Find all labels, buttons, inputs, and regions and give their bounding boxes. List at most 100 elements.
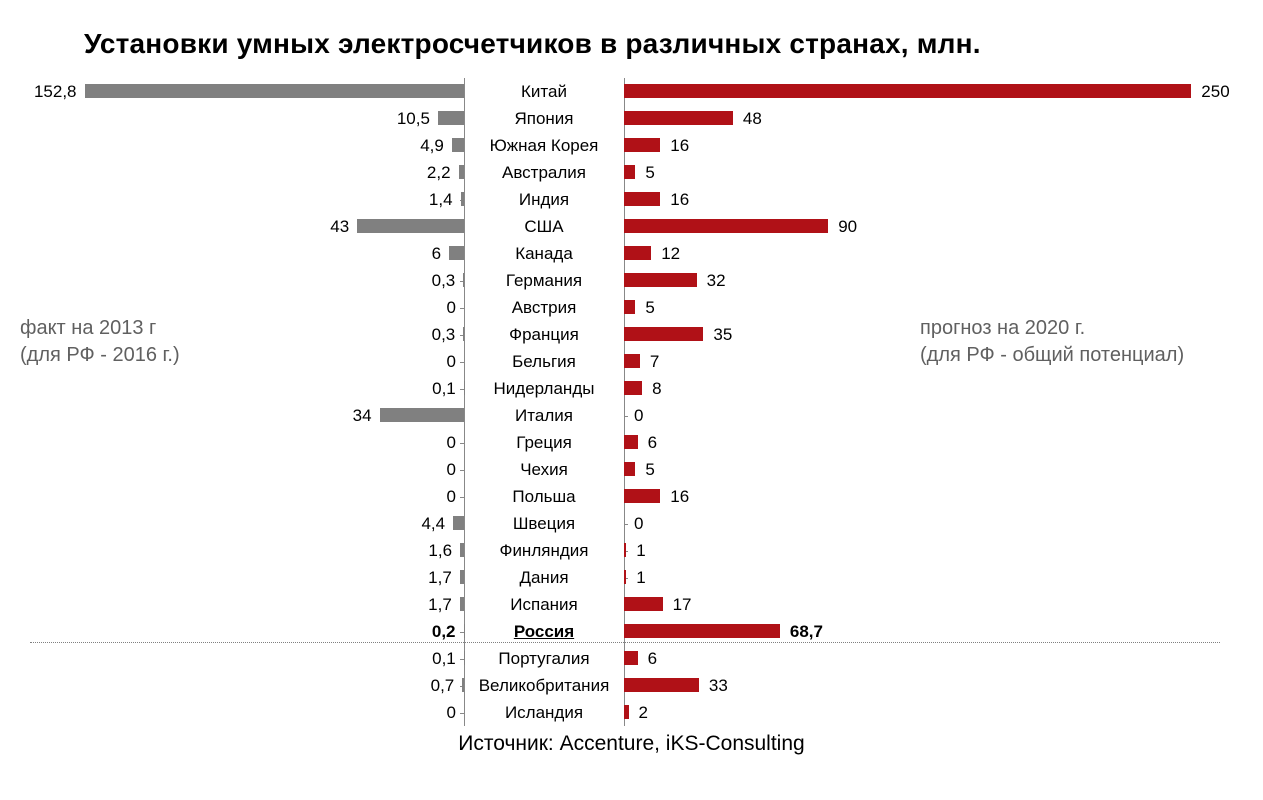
- right-cell: 16: [624, 132, 1240, 159]
- bar-right: [624, 651, 638, 665]
- value-left: 4,9: [420, 132, 444, 159]
- right-cell: 12: [624, 240, 1240, 267]
- value-right: 90: [838, 213, 857, 240]
- left-cell: 0: [60, 429, 464, 456]
- right-cell: 1: [624, 537, 1240, 564]
- bar-left: [460, 570, 464, 584]
- bar-right: [624, 111, 733, 125]
- value-right: 16: [670, 186, 689, 213]
- country-label: Франция: [464, 321, 624, 348]
- country-label: Исландия: [464, 699, 624, 726]
- left-cell: 0: [60, 483, 464, 510]
- country-label: Испания: [464, 591, 624, 618]
- right-cell: 16: [624, 483, 1240, 510]
- value-right: 0: [634, 510, 643, 537]
- chart-row: Великобритания0,7 33: [60, 672, 1240, 699]
- right-cell: 2: [624, 699, 1240, 726]
- value-right: 68,7: [790, 618, 823, 645]
- value-right: 16: [670, 132, 689, 159]
- country-label: Канада: [464, 240, 624, 267]
- chart-row: Италия340: [60, 402, 1240, 429]
- value-right: 1: [636, 564, 645, 591]
- value-left: 0: [447, 294, 456, 321]
- value-left: 0,3: [432, 267, 456, 294]
- bar-right: [624, 435, 638, 449]
- left-note-line2: (для РФ - 2016 г.): [20, 344, 180, 366]
- country-label: Нидерланды: [464, 375, 624, 402]
- value-right: 5: [645, 456, 654, 483]
- left-cell: 1,7: [60, 564, 464, 591]
- bar-left: [459, 165, 464, 179]
- bar-right: [624, 138, 660, 152]
- right-cell: 68,7: [624, 618, 1240, 645]
- bar-right: [624, 273, 697, 287]
- bar-left: [463, 273, 464, 287]
- value-right: 5: [645, 294, 654, 321]
- chart-row: Греция06: [60, 429, 1240, 456]
- country-label: Греция: [464, 429, 624, 456]
- country-label: Россия: [464, 618, 624, 645]
- right-cell: 17: [624, 591, 1240, 618]
- value-right: 1: [636, 537, 645, 564]
- value-left: 1,7: [428, 564, 452, 591]
- right-note-line2: (для РФ - общий потенциал): [920, 344, 1184, 366]
- bar-left: [438, 111, 464, 125]
- chart-row: Канада6 12: [60, 240, 1240, 267]
- value-right: 8: [652, 375, 661, 402]
- value-left: 1,4: [429, 186, 453, 213]
- left-cell: 0,7: [60, 672, 464, 699]
- left-cell: 0,2: [60, 618, 464, 645]
- left-cell: 152,8: [60, 78, 464, 105]
- value-left: 2,2: [427, 159, 451, 186]
- bar-left: [449, 246, 464, 260]
- value-right: 5: [645, 159, 654, 186]
- value-right: 16: [670, 483, 689, 510]
- value-left: 0: [447, 429, 456, 456]
- value-left: 10,5: [397, 105, 430, 132]
- bar-left: [453, 516, 464, 530]
- right-cell: 48: [624, 105, 1240, 132]
- bar-right: [624, 246, 651, 260]
- bar-right: [624, 84, 1191, 98]
- bar-right: [624, 354, 640, 368]
- rows-container: Китай152,8250Япония10,548Южная Корея4,91…: [60, 78, 1240, 726]
- bar-left: [380, 408, 464, 422]
- value-left: 0,2: [432, 618, 456, 645]
- value-right: 0: [634, 402, 643, 429]
- right-cell: 33: [624, 672, 1240, 699]
- value-right: 6: [648, 645, 657, 672]
- bar-right: [624, 165, 635, 179]
- right-cell: 0: [624, 510, 1240, 537]
- chart-row: Чехия05: [60, 456, 1240, 483]
- chart-row: Швеция4,40: [60, 510, 1240, 537]
- value-left: 43: [330, 213, 349, 240]
- country-label: Италия: [464, 402, 624, 429]
- left-cell: 2,2: [60, 159, 464, 186]
- bar-left: [463, 327, 464, 341]
- left-cell: 6: [60, 240, 464, 267]
- value-left: 0: [447, 483, 456, 510]
- right-note: прогноз на 2020 г. (для РФ - общий потен…: [920, 315, 1184, 369]
- value-left: 1,6: [428, 537, 452, 564]
- value-left: 4,4: [421, 510, 445, 537]
- right-cell: 1: [624, 564, 1240, 591]
- left-cell: 4,4: [60, 510, 464, 537]
- value-left: 1,7: [428, 591, 452, 618]
- chart-row: Россия 0,2 68,7: [60, 618, 1240, 645]
- bar-left: [452, 138, 464, 152]
- value-right: 2: [639, 699, 648, 726]
- country-label: Финляндия: [464, 537, 624, 564]
- chart: Китай152,8250Япония10,548Южная Корея4,91…: [60, 78, 1240, 726]
- left-cell: 43: [60, 213, 464, 240]
- bar-right: [624, 570, 626, 584]
- left-cell: 0,3: [60, 267, 464, 294]
- bar-right: [624, 624, 780, 638]
- right-note-line1: прогноз на 2020 г.: [920, 317, 1085, 339]
- left-cell: 0,1: [60, 645, 464, 672]
- country-label: Австрия: [464, 294, 624, 321]
- country-label: Великобритания: [464, 672, 624, 699]
- chart-row: Япония10,548: [60, 105, 1240, 132]
- chart-row: Дания1,71: [60, 564, 1240, 591]
- bar-right: [624, 219, 828, 233]
- left-cell: 1,4: [60, 186, 464, 213]
